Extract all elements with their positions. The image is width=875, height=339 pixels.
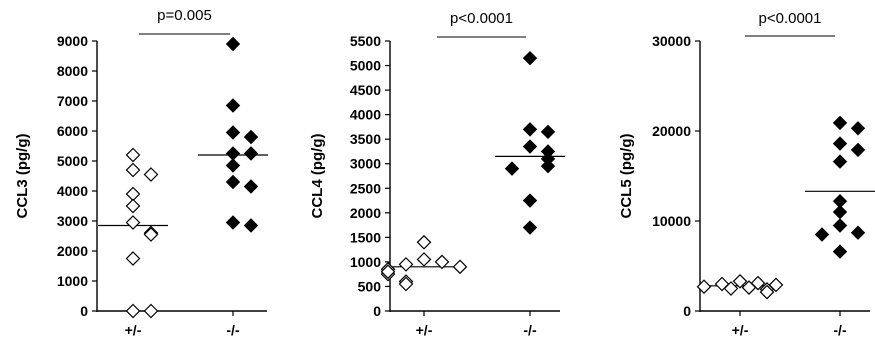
data-point-open (125, 303, 141, 319)
y-tick-label: 7000 (57, 93, 88, 109)
data-point-filled (225, 98, 241, 113)
data-point-filled (522, 220, 538, 235)
data-point-filled (832, 154, 848, 169)
data-point-filled (225, 125, 241, 140)
y-axis-label: CCL4 (pg/g) (309, 134, 326, 219)
data-point-open (143, 227, 159, 242)
data-point-filled (522, 193, 538, 208)
y-tick-label: 10000 (652, 213, 691, 229)
y-tick-label: 8000 (57, 63, 88, 79)
data-point-filled (850, 142, 866, 158)
data-point-filled (225, 158, 241, 173)
y-tick-label: 5000 (57, 153, 88, 169)
data-point-filled (832, 115, 848, 131)
y-tick-label: 20000 (652, 123, 691, 139)
y-tick-label: 3000 (57, 213, 88, 229)
data-point-open (759, 284, 775, 300)
x-tick-label: -/- (523, 322, 537, 338)
data-point-filled (832, 204, 848, 220)
y-axis-label: CCL5 (pg/g) (618, 134, 635, 219)
data-point-open (416, 252, 432, 267)
y-tick-label: 1000 (350, 254, 381, 270)
y-tick-label: 4000 (350, 107, 381, 123)
data-point-filled (243, 218, 259, 233)
p-value-label: p<0.0001 (759, 10, 822, 27)
data-point-open (398, 257, 414, 272)
y-tick-label: 1500 (350, 229, 381, 245)
y-tick-label: 3500 (350, 131, 381, 147)
data-point-open (416, 234, 432, 250)
data-point-open (143, 167, 159, 182)
y-tick-label: 5500 (350, 33, 381, 49)
data-point-open (452, 259, 468, 275)
data-point-open (125, 251, 141, 266)
data-point-filled (540, 124, 556, 140)
data-point-filled (243, 179, 259, 194)
data-point-filled (522, 139, 538, 154)
data-point-filled (225, 174, 241, 190)
data-point-filled (832, 244, 848, 259)
y-tick-label: 0 (80, 303, 88, 319)
data-point-open (723, 281, 739, 296)
data-point-open (125, 162, 141, 178)
x-tick-label: +/- (732, 322, 749, 338)
data-point-open (732, 273, 748, 289)
data-point-filled (814, 227, 830, 242)
y-tick-label: 0 (373, 303, 381, 319)
data-point-filled (832, 136, 848, 151)
data-point-open (380, 264, 396, 280)
data-point-filled (243, 146, 259, 161)
y-tick-label: 1000 (57, 273, 88, 289)
y-tick-label: 4500 (350, 82, 381, 98)
data-point-filled (522, 122, 538, 137)
data-point-filled (850, 225, 866, 240)
y-axis-label: CCL3 (pg/g) (14, 134, 31, 219)
data-point-filled (504, 161, 520, 176)
data-point-filled (832, 218, 848, 233)
data-point-open (143, 303, 159, 319)
y-tick-label: 0 (683, 303, 691, 319)
panel-ccl5: 0 10000 20000 30000 +/- -/- CCL5 (pg/g) p<0.000… (618, 10, 875, 338)
y-tick-label: 500 (358, 278, 382, 294)
data-point-filled (243, 129, 259, 145)
x-tick-label: -/- (226, 322, 240, 338)
data-point-open (398, 276, 414, 292)
x-tick-label: -/- (833, 322, 847, 338)
y-tick-label: 3000 (350, 156, 381, 172)
x-tick-label: +/- (125, 322, 142, 338)
data-point-filled (850, 121, 866, 136)
data-point-filled (225, 215, 241, 230)
p-value-label: p=0.005 (157, 7, 212, 24)
data-point-open (125, 147, 141, 163)
data-point-filled (540, 158, 556, 174)
data-point-filled (225, 36, 241, 52)
y-tick-label: 30000 (652, 33, 691, 49)
y-tick-label: 2500 (350, 180, 381, 196)
data-point-filled (225, 146, 241, 161)
data-point-open (696, 279, 712, 295)
data-point-open (125, 198, 141, 214)
data-point-open (434, 254, 450, 270)
y-tick-label: 5000 (350, 58, 381, 74)
y-tick-label: 2000 (350, 205, 381, 221)
data-point-filled (522, 50, 538, 66)
p-value-label: p<0.0001 (450, 10, 513, 27)
y-tick-label: 2000 (57, 243, 88, 259)
x-tick-label: +/- (416, 322, 433, 338)
data-point-open (125, 215, 141, 230)
data-point-open (741, 280, 757, 295)
y-tick-label: 6000 (57, 123, 88, 139)
data-point-open (125, 186, 141, 202)
panel-ccl3: 0 1000 2000 3000 4000 5000 6000 7000 8000 9000 +/-… (14, 7, 268, 338)
y-tick-label: 9000 (57, 33, 88, 49)
panel-ccl4: 0 500 1000 1500 2000 2500 3000 3500 4000 4500 5000… (309, 10, 565, 338)
y-tick-label: 4000 (57, 183, 88, 199)
